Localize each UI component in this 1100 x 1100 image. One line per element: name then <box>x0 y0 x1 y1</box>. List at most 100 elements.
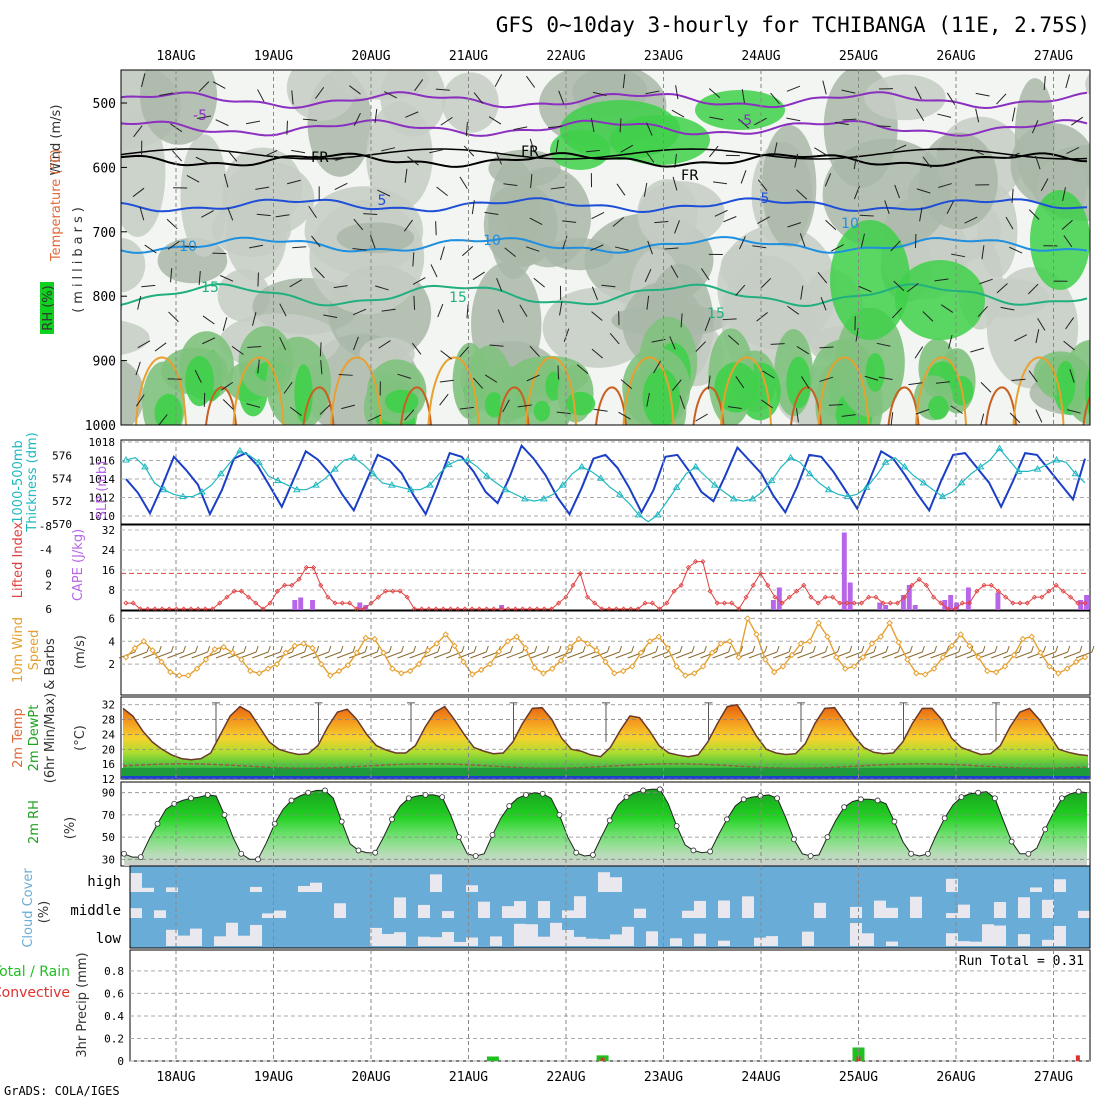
wind-barb <box>853 185 860 200</box>
cloud-block <box>130 873 142 892</box>
rh-shade-blob <box>336 222 415 254</box>
li-marker <box>714 600 720 606</box>
cloud-row-low: low <box>96 931 122 947</box>
cloud-block <box>178 935 190 946</box>
rh-marker <box>422 791 429 798</box>
wind-speed-marker <box>788 651 796 659</box>
wind-barb <box>556 411 571 415</box>
wind-speed-marker <box>859 654 867 661</box>
wind-barb <box>622 74 626 89</box>
li-marker <box>657 606 663 612</box>
wind-barb <box>713 181 728 185</box>
wind-barb <box>741 89 745 104</box>
rh-marker <box>137 854 144 861</box>
wind-speed-marker <box>593 647 600 654</box>
surface-wind-barb-tick <box>740 645 744 653</box>
wind-barb <box>517 404 532 408</box>
wind-speed-marker <box>202 656 210 663</box>
surface-wind-barb-tick <box>267 645 271 653</box>
thickness-marker <box>255 458 263 465</box>
wind-barb <box>472 377 484 389</box>
wind-barb <box>672 379 682 391</box>
hot-contour-arc <box>302 386 335 425</box>
wind-barb <box>494 74 503 87</box>
precip-tick-label: 0.6 <box>104 987 124 1000</box>
cloud-block <box>526 924 538 946</box>
wind-barb <box>586 149 601 153</box>
slp-tick-label: 1018 <box>89 436 116 449</box>
surface-wind-barb-tick <box>776 645 780 653</box>
thickness-axis-label-b: Thickness (dm) <box>25 432 40 532</box>
wind-speed-marker <box>504 638 512 645</box>
wind-barb <box>796 189 808 200</box>
surface-wind-barb <box>579 651 596 659</box>
wind-barb <box>472 271 485 281</box>
li-marker <box>383 588 389 594</box>
wind-speed-marker <box>655 633 662 640</box>
li-marker <box>801 582 807 588</box>
rh-marker <box>556 811 563 818</box>
rh-label-a: 2m RH <box>27 800 42 844</box>
surface-wind-barb-tick <box>182 645 186 653</box>
surface-wind-barb <box>869 651 887 659</box>
surface-wind-barb-tick <box>619 645 623 653</box>
wind-barb <box>819 376 834 382</box>
li-marker <box>231 588 237 594</box>
wind-barb <box>646 122 653 136</box>
wind-barb <box>404 409 415 421</box>
surface-wind-barb <box>1039 651 1056 659</box>
cloud-block <box>430 874 442 892</box>
rh-marker <box>1042 826 1049 833</box>
li-marker <box>1046 588 1052 594</box>
thickness-marker <box>406 485 415 493</box>
li-marker <box>491 606 497 612</box>
wind-barb <box>922 311 934 322</box>
wind-speed-marker <box>255 670 263 677</box>
wind-barb <box>404 168 408 183</box>
wind-barb <box>463 145 475 157</box>
thickness-marker <box>141 462 149 470</box>
wind-barb <box>368 414 382 422</box>
wind-barb <box>488 116 502 125</box>
rh-marker <box>724 816 730 823</box>
wind-speed-marker <box>1064 665 1071 672</box>
surface-wind-barb <box>482 651 499 659</box>
li-marker <box>339 600 345 606</box>
li-marker <box>822 594 828 600</box>
rh-shade-blob <box>1085 73 1090 96</box>
wind-barb <box>1000 306 1015 311</box>
surface-wind-barb-tick <box>752 645 756 653</box>
li-marker <box>260 606 266 612</box>
warm-contour-arc <box>232 356 285 425</box>
thickness-marker <box>710 481 719 488</box>
li-marker <box>779 600 785 606</box>
cloud-block <box>334 903 346 918</box>
rh-shade-blob <box>121 320 150 355</box>
wind-barb <box>975 92 990 97</box>
li-marker <box>635 606 641 612</box>
li-marker <box>967 600 973 606</box>
rh-wet-blob <box>294 364 313 423</box>
wind-barb <box>548 125 563 129</box>
wind-speed-marker <box>646 638 654 645</box>
wind-barb <box>363 213 378 216</box>
rh-marker <box>991 795 998 802</box>
li-marker <box>894 600 901 606</box>
wind-barb <box>980 382 992 393</box>
surface-wind-barb <box>1075 651 1093 659</box>
wind-barb <box>894 184 901 199</box>
cloud-block <box>694 933 706 946</box>
wind-barb <box>906 283 919 293</box>
thickness-marker <box>767 476 776 484</box>
wind-speed-marker <box>850 663 858 670</box>
wind-speed-marker <box>637 649 645 656</box>
thickness-marker <box>463 456 472 463</box>
wind-speed-marker <box>273 660 281 668</box>
wind-speed-marker <box>602 658 609 666</box>
wind-barbs <box>132 73 1084 425</box>
wind-barb <box>708 145 719 158</box>
wind-speed-marker <box>389 665 396 672</box>
slp-thickness-panel: 1010 1012 1014 1016 1018 570 572 574 576 1000-50… <box>11 432 1091 533</box>
contour-label: -5 <box>738 113 752 129</box>
wind-speed-marker <box>948 642 956 650</box>
